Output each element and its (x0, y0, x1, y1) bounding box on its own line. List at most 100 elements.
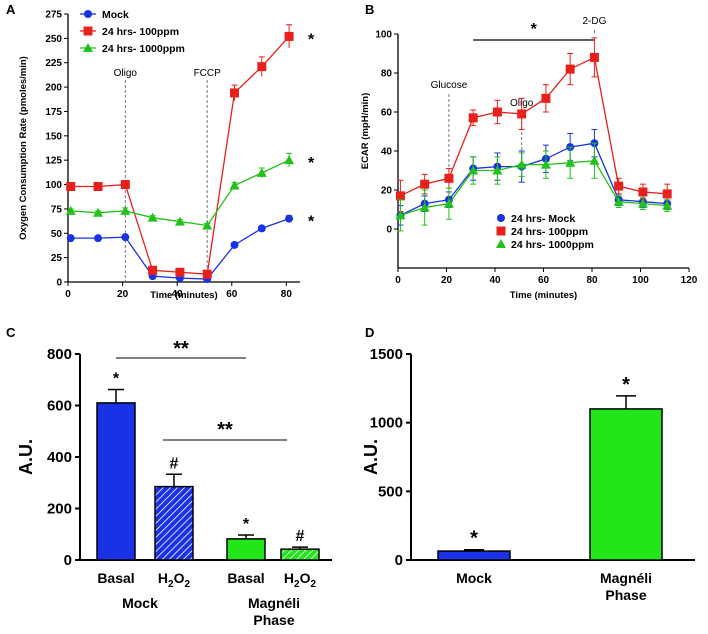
data-point (202, 220, 213, 230)
x-tick-label: 40 (489, 275, 501, 286)
group-label: Mock (122, 595, 158, 611)
significance-mark: * (113, 371, 120, 388)
annotation-label: 2-DG (582, 16, 606, 27)
panel-d: D 0 500 1000 1500 A.U. * * Mock Magnéli Phase (355, 325, 708, 629)
x-tick-label: 60 (538, 275, 550, 286)
data-point (468, 165, 479, 175)
series-line (400, 160, 668, 216)
y-tick-label: 40 (381, 147, 393, 158)
category-label: Basal (227, 570, 264, 586)
significance-star: * (308, 214, 315, 231)
y-tick-label: 60 (381, 108, 393, 119)
bar (589, 408, 663, 561)
data-point (229, 180, 240, 190)
legend-label: 24 hrs- 1000ppm (102, 43, 185, 55)
panel-letter-d: D (365, 325, 375, 340)
y-tick-label: 200 (47, 501, 72, 518)
y-tick-label: 200 (45, 83, 62, 94)
data-point (94, 234, 103, 243)
series-line (400, 142, 668, 216)
significance-mark: # (170, 455, 179, 472)
data-point (662, 189, 672, 199)
data-point (66, 234, 75, 243)
data-point (540, 159, 551, 169)
x-axis-label: Time (minutes) (510, 290, 577, 300)
panel-letter-a: A (6, 2, 16, 17)
data-point (589, 52, 599, 62)
category-label: H2O2 (284, 570, 317, 590)
group-label: Phase (253, 612, 294, 628)
x-tick-label: 120 (681, 275, 698, 286)
data-point (468, 113, 478, 123)
data-point (395, 191, 405, 201)
data-point (120, 180, 130, 190)
category-label: H2O2 (158, 570, 191, 590)
category-label: Magnéli (600, 570, 652, 586)
x-tick-label: 80 (281, 289, 293, 300)
bracket-star: ** (217, 419, 233, 441)
data-point (589, 155, 600, 165)
significance-star: * (308, 155, 315, 172)
data-point (284, 31, 294, 41)
chart-c: 0200400600800A.U.*Basal#H2O2*Basal#H2O2M… (16, 338, 332, 628)
y-tick-label: 275 (45, 10, 62, 21)
data-point (637, 198, 648, 208)
y-tick-label: 400 (47, 449, 72, 466)
data-point (516, 159, 527, 169)
bar (96, 402, 136, 561)
significance-star: * (308, 31, 315, 48)
annotation-label: Glucose (431, 80, 468, 91)
y-tick-label: 800 (47, 346, 72, 363)
y-tick-label: 150 (45, 131, 62, 142)
series-line (70, 159, 290, 227)
data-point (120, 205, 131, 215)
data-point (395, 210, 406, 220)
panel-c: C 0 200 400 600 800 A.U. * Basal # H2O2 * Basal # H2O… (0, 325, 340, 629)
data-point (257, 224, 266, 233)
data-point (121, 233, 130, 242)
data-point (285, 214, 294, 223)
bar (154, 485, 194, 561)
y-tick-label: 80 (381, 69, 393, 80)
legend-marker (497, 214, 505, 222)
data-point (66, 181, 76, 191)
data-point (148, 265, 158, 275)
x-tick-label: 40 (172, 289, 184, 300)
legend-marker (83, 43, 93, 52)
y-tick-label: 25 (51, 253, 63, 264)
data-point (662, 200, 673, 210)
significance-mark: * (470, 528, 478, 550)
legend-marker (496, 226, 506, 236)
data-point (147, 212, 158, 222)
data-point (420, 179, 430, 189)
panel-a: A 0 25 50 75 100 125 150 175 200 225 250 275 0 20 40 60… (0, 0, 340, 301)
x-tick-label: 100 (632, 275, 649, 286)
legend-label: 24 hrs- Mock (511, 213, 575, 225)
data-point (65, 205, 76, 215)
category-label: Phase (605, 587, 646, 603)
legend-marker (496, 239, 506, 248)
y-axis-label: Oxygen Consumption Rate (pmoles/min) (18, 56, 29, 240)
y-tick-label: 225 (45, 58, 62, 69)
legend-marker (83, 26, 93, 36)
x-axis-label: Time (minutes) (150, 290, 217, 300)
significance-mark: * (622, 374, 630, 396)
significance-mark: # (296, 528, 305, 545)
y-tick-label: 100 (375, 30, 392, 41)
data-point (230, 240, 239, 249)
bar (226, 538, 266, 561)
significance-mark: * (243, 516, 250, 533)
x-tick-label: 0 (395, 275, 401, 286)
group-label: Magnéli (248, 595, 300, 611)
x-tick-label: 0 (65, 289, 71, 300)
y-tick-label: 250 (45, 34, 62, 45)
data-point (93, 207, 104, 217)
category-label: Basal (97, 570, 134, 586)
bar (437, 550, 511, 561)
legend-label: 24 hrs- 100ppm (102, 26, 179, 38)
bracket-star: ** (173, 338, 189, 360)
y-axis-label: A.U. (361, 439, 381, 475)
legend-marker (84, 10, 92, 18)
category-label: Mock (456, 570, 492, 586)
